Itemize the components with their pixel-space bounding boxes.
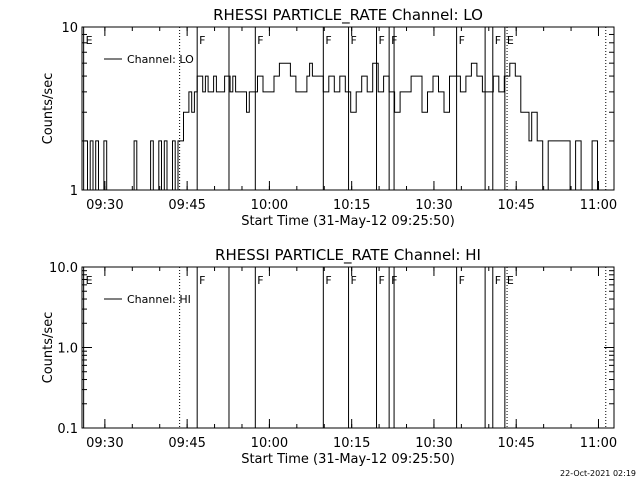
flag-label: E — [86, 34, 93, 47]
x-tick-label: 09:30 — [86, 436, 123, 451]
hi-channel-panel: RHESSI PARTICLE_RATE Channel: HI Counts/s… — [41, 246, 617, 467]
x-tick-label: 10:15 — [333, 198, 370, 213]
x-tick-label: 11:00 — [580, 436, 617, 451]
y-axis-label: Counts/sec — [41, 73, 56, 145]
flag-label: F — [459, 34, 465, 47]
chart-title: RHESSI PARTICLE_RATE Channel: HI — [215, 246, 481, 265]
x-axis-label: Start Time (31-May-12 09:25:50) — [241, 452, 455, 467]
plot-frame — [81, 26, 615, 191]
x-axis-label: Start Time (31-May-12 09:25:50) — [241, 214, 455, 229]
flag-label: F — [495, 34, 501, 47]
flag-label: F — [325, 274, 331, 287]
flag-label: F — [257, 274, 263, 287]
y-axis-label: Counts/sec — [41, 312, 56, 384]
flag-label: F — [257, 34, 263, 47]
flag-label: F — [379, 274, 385, 287]
x-tick-label: 10:00 — [251, 198, 288, 213]
flag-label: F — [351, 34, 357, 47]
y-tick-label: 1.0 — [57, 342, 78, 357]
x-tick-label: 10:15 — [333, 436, 370, 451]
plot-frame — [81, 266, 615, 429]
y-tick-label: 10.0 — [49, 261, 78, 276]
x-tick-label: 09:45 — [168, 198, 205, 213]
flag-label: F — [351, 274, 357, 287]
lo-channel-panel: RHESSI PARTICLE_RATE Channel: LO Counts/s… — [41, 6, 617, 229]
y-tick-label: 0.1 — [57, 422, 78, 437]
y-tick-label: 10 — [61, 21, 78, 36]
flag-label: F — [199, 274, 205, 287]
series-line-0 — [84, 62, 603, 191]
x-tick-label: 11:00 — [580, 198, 617, 213]
flag-label: F — [325, 34, 331, 47]
chart-title: RHESSI PARTICLE_RATE Channel: LO — [213, 6, 483, 25]
flag-label: F — [199, 34, 205, 47]
x-tick-label: 10:30 — [415, 198, 452, 213]
x-tick-label: 10:45 — [497, 436, 534, 451]
flag-label: F — [495, 274, 501, 287]
y-tick-label: 1 — [70, 184, 78, 199]
flag-label: E — [86, 274, 93, 287]
legend-label: Channel: LO — [127, 53, 194, 66]
x-tick-label: 10:30 — [415, 436, 452, 451]
x-tick-label: 10:00 — [251, 436, 288, 451]
x-tick-label: 09:45 — [168, 436, 205, 451]
flag-label: F — [459, 274, 465, 287]
flag-label: E — [507, 34, 514, 47]
flag-label: F — [379, 34, 385, 47]
flag-label: E — [507, 274, 514, 287]
footer-timestamp: 22-Oct-2021 02:19 — [560, 469, 636, 478]
x-tick-label: 09:30 — [86, 198, 123, 213]
legend-label: Channel: HI — [127, 293, 191, 306]
x-tick-label: 10:45 — [497, 198, 534, 213]
